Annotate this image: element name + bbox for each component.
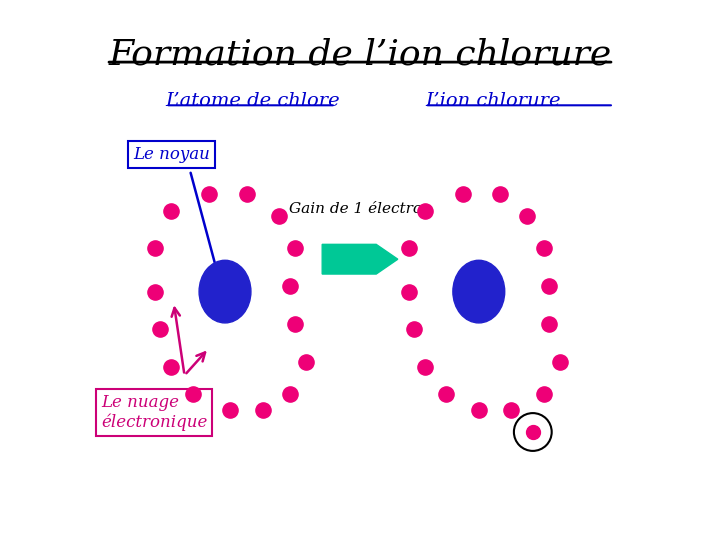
Text: Le noyau: Le noyau bbox=[133, 146, 210, 163]
Point bbox=[166, 363, 177, 372]
Point bbox=[284, 390, 296, 399]
Point bbox=[419, 363, 431, 372]
Point bbox=[408, 325, 420, 334]
Point bbox=[544, 282, 555, 291]
Text: Gain de 1 électron: Gain de 1 électron bbox=[289, 202, 431, 216]
Point bbox=[554, 357, 566, 366]
Point bbox=[403, 287, 415, 296]
Point bbox=[300, 357, 312, 366]
Point bbox=[441, 390, 452, 399]
Point bbox=[166, 206, 177, 215]
Point bbox=[456, 190, 468, 199]
Point bbox=[522, 212, 534, 220]
Point bbox=[403, 244, 415, 253]
Point bbox=[240, 190, 253, 199]
Text: L’ion chlorure: L’ion chlorure bbox=[425, 92, 560, 110]
Text: Formation de l’ion chlorure: Formation de l’ion chlorure bbox=[109, 38, 611, 72]
Point bbox=[289, 244, 301, 253]
Point bbox=[505, 406, 517, 415]
Point bbox=[544, 320, 555, 328]
Point bbox=[289, 320, 301, 328]
Point bbox=[538, 390, 549, 399]
Ellipse shape bbox=[453, 260, 505, 323]
Point bbox=[149, 244, 161, 253]
Text: L’atome de chlore: L’atome de chlore bbox=[166, 92, 341, 110]
Point bbox=[419, 206, 431, 215]
Point bbox=[149, 287, 161, 296]
Point bbox=[284, 282, 296, 291]
Point bbox=[154, 325, 166, 334]
Point bbox=[538, 244, 549, 253]
Point bbox=[495, 190, 506, 199]
Point bbox=[203, 287, 215, 296]
Point bbox=[462, 287, 474, 296]
Point bbox=[225, 406, 236, 415]
Ellipse shape bbox=[199, 260, 251, 323]
Point bbox=[527, 428, 539, 436]
Point bbox=[473, 406, 485, 415]
Point bbox=[274, 212, 285, 220]
Point bbox=[187, 390, 199, 399]
Point bbox=[203, 190, 215, 199]
Text: Le nuage
électronique: Le nuage électronique bbox=[101, 394, 207, 431]
Point bbox=[257, 406, 269, 415]
FancyArrow shape bbox=[323, 244, 397, 274]
